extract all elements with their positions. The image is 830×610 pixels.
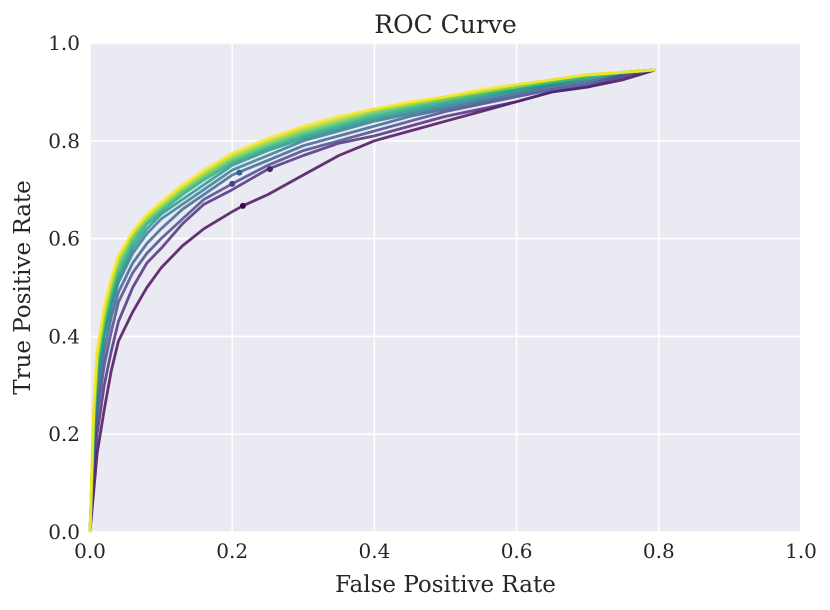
y-tick-label: 1.0 (48, 31, 80, 55)
y-tick-label: 0.8 (48, 129, 80, 153)
x-tick-label: 0.4 (358, 539, 390, 563)
roc-series-line (88, 68, 656, 533)
threshold-point (266, 166, 273, 173)
threshold-point (239, 202, 246, 209)
x-tick-label: 0.8 (643, 539, 675, 563)
roc-series-line (88, 68, 656, 533)
x-tick-labels: 0.0 0.2 0.4 0.6 0.8 1.0 (74, 539, 817, 563)
x-tick-label: 0.0 (74, 539, 106, 563)
x-axis-label: False Positive Rate (335, 572, 556, 598)
threshold-point (229, 180, 236, 187)
y-tick-labels: 0.0 0.2 0.4 0.6 0.8 1.0 (48, 31, 80, 544)
y-tick-label: 0.2 (48, 422, 80, 446)
plot-area (90, 43, 801, 532)
y-tick-label: 0.4 (48, 324, 80, 348)
y-axis-label: True Positive Rate (10, 180, 36, 395)
threshold-point (236, 169, 243, 176)
series-group (88, 68, 656, 533)
y-tick-label: 0.0 (48, 520, 80, 544)
x-tick-label: 1.0 (785, 539, 817, 563)
roc-series-line (88, 68, 656, 533)
grid (89, 42, 802, 533)
roc-series-line (88, 68, 656, 533)
chart-title: ROC Curve (374, 10, 517, 39)
y-tick-label: 0.6 (48, 227, 80, 251)
x-tick-label: 0.6 (501, 539, 533, 563)
x-tick-label: 0.2 (216, 539, 248, 563)
